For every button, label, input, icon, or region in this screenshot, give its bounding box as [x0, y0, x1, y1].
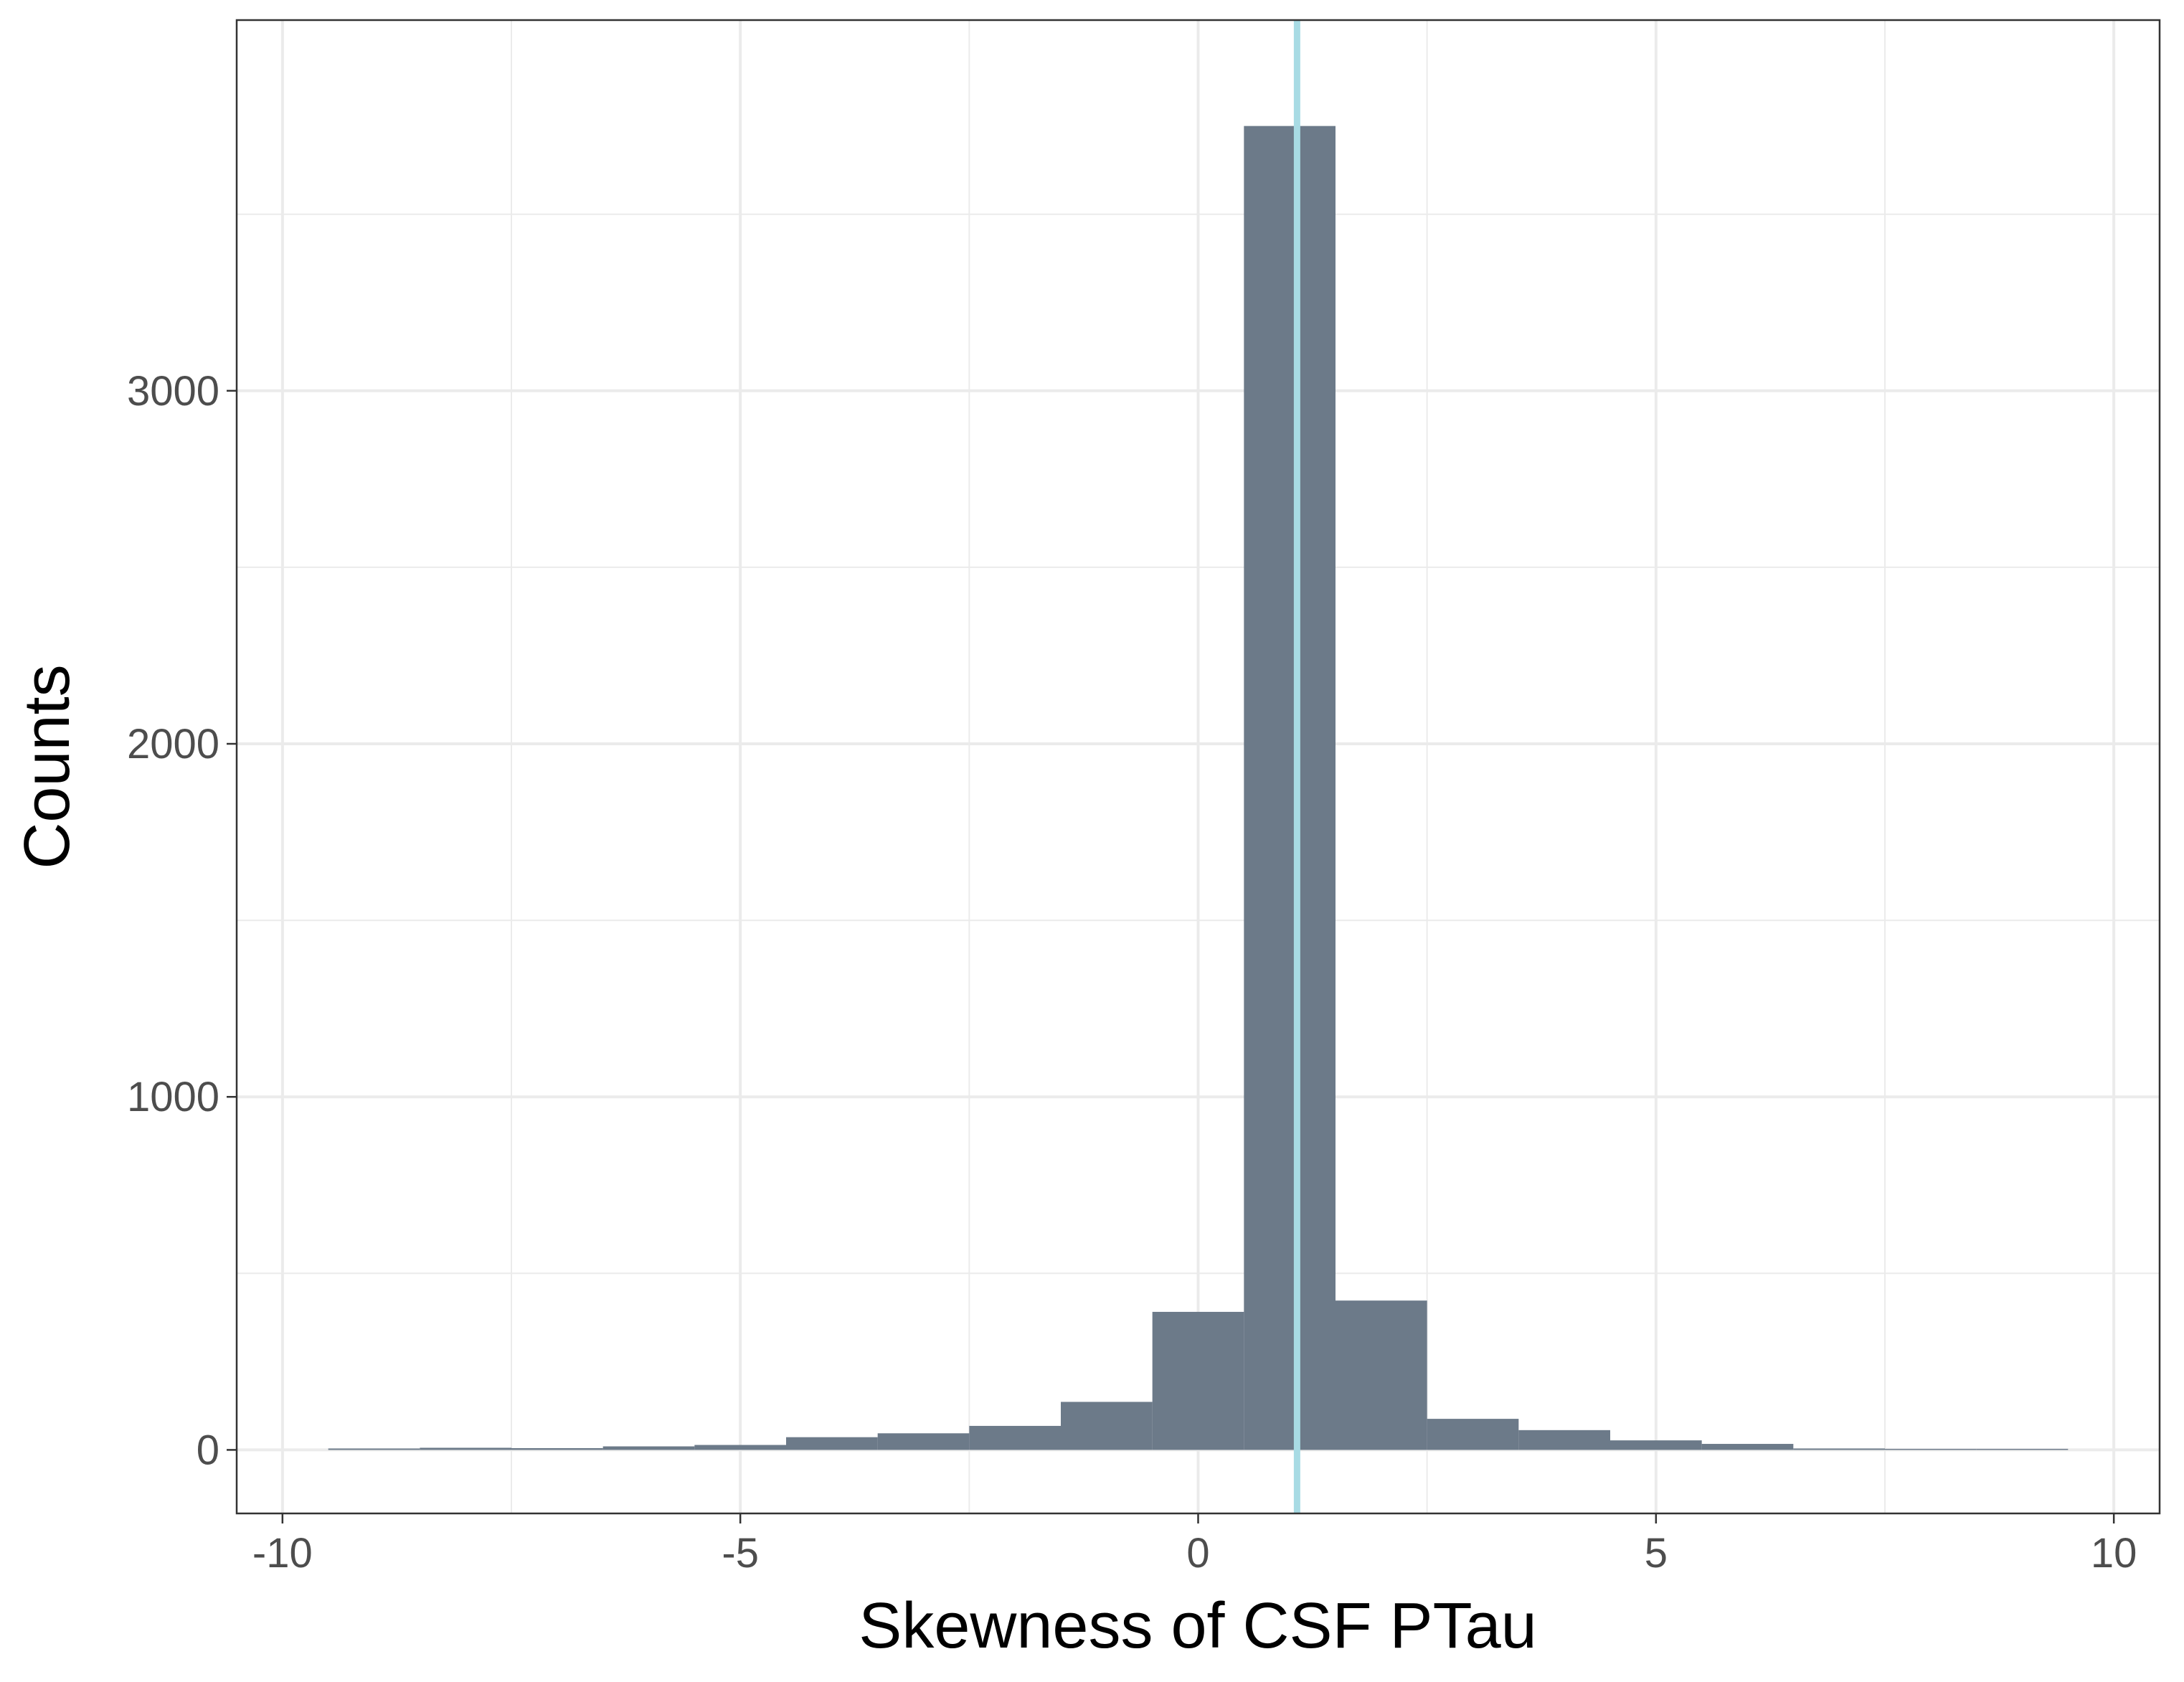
x-tick-label: -5 [722, 1530, 759, 1577]
histogram-bar [1793, 1448, 1885, 1450]
x-tick-label: -10 [252, 1530, 313, 1577]
histogram-bar [1885, 1448, 1977, 1450]
histogram-bar [1244, 126, 1336, 1450]
histogram-bar [1610, 1440, 1702, 1450]
histogram-bar [1061, 1402, 1153, 1450]
histogram-bar [877, 1433, 970, 1450]
x-tick-label: 0 [1186, 1530, 1209, 1577]
histogram-bar [420, 1447, 511, 1450]
histogram-bar [328, 1448, 420, 1450]
histogram-bar [602, 1446, 695, 1450]
histogram-bar [1427, 1419, 1519, 1450]
histogram-bars [328, 126, 2069, 1450]
histogram-bar [1518, 1430, 1610, 1450]
x-axis-title: Skewness of CSF PTau [859, 1590, 1536, 1662]
histogram-bar [1152, 1311, 1244, 1450]
histogram-bar [694, 1445, 786, 1450]
histogram-bar [1976, 1448, 2069, 1450]
histogram-bar [1336, 1300, 1427, 1450]
histogram-bar [786, 1437, 878, 1450]
histogram-bar [1701, 1444, 1794, 1450]
x-tick-label: 5 [1645, 1530, 1668, 1577]
y-tick-label: 1000 [127, 1074, 219, 1120]
histogram-bar [969, 1425, 1061, 1450]
x-tick-label: 10 [2091, 1530, 2137, 1577]
y-axis-ticks: 0 1000 2000 3000 [127, 368, 237, 1473]
x-axis-ticks: -10 -5 0 5 10 [252, 1513, 2137, 1577]
y-tick-label: 0 [197, 1427, 219, 1473]
y-axis-title: Counts [11, 664, 83, 869]
y-tick-label: 2000 [127, 721, 219, 767]
major-gridlines [237, 20, 2160, 1513]
y-tick-label: 3000 [127, 368, 219, 415]
histogram-bar [511, 1447, 603, 1450]
